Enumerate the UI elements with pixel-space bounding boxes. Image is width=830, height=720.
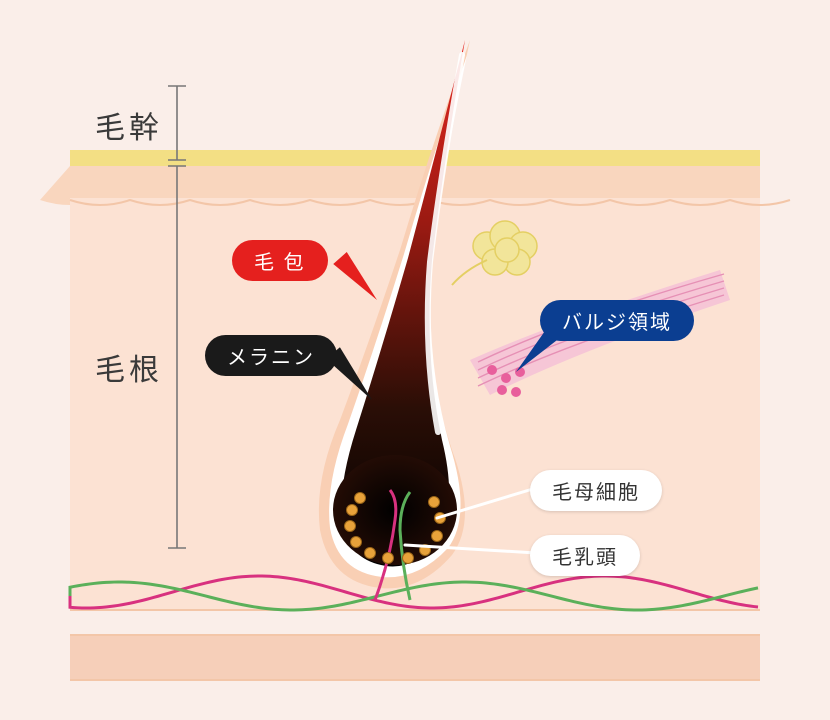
label-papilla: 毛乳頭: [530, 535, 640, 576]
hypodermis: [70, 635, 760, 680]
matrix-cell-dot: [355, 493, 366, 504]
label-bulge: バルジ領域: [540, 300, 694, 341]
bracket-label-shaft: 毛幹: [95, 103, 163, 147]
matrix-cell-dot: [429, 497, 440, 508]
matrix-cell-dot: [383, 553, 394, 564]
matrix-cell-dot: [403, 553, 414, 564]
stratum-corneum: [70, 150, 760, 166]
matrix-cell-dot: [351, 537, 362, 548]
bulge-dot: [511, 387, 521, 397]
hair-follicle-diagram: { "canvas": {"w": 830, "h": 720}, "bg_co…: [0, 0, 830, 720]
label-follicle: 毛 包: [232, 240, 328, 281]
label-matrix: 毛母細胞: [530, 470, 662, 511]
label-melanin: メラニン: [205, 335, 337, 376]
bulge-dot: [501, 373, 511, 383]
matrix-cell-dot: [347, 505, 358, 516]
bulge-dot: [497, 385, 507, 395]
bracket-label-root: 毛根: [95, 345, 163, 389]
matrix-cell-dot: [345, 521, 356, 532]
matrix-cell-dot: [432, 531, 443, 542]
bulge-dot: [487, 365, 497, 375]
matrix-cell-dot: [365, 548, 376, 559]
